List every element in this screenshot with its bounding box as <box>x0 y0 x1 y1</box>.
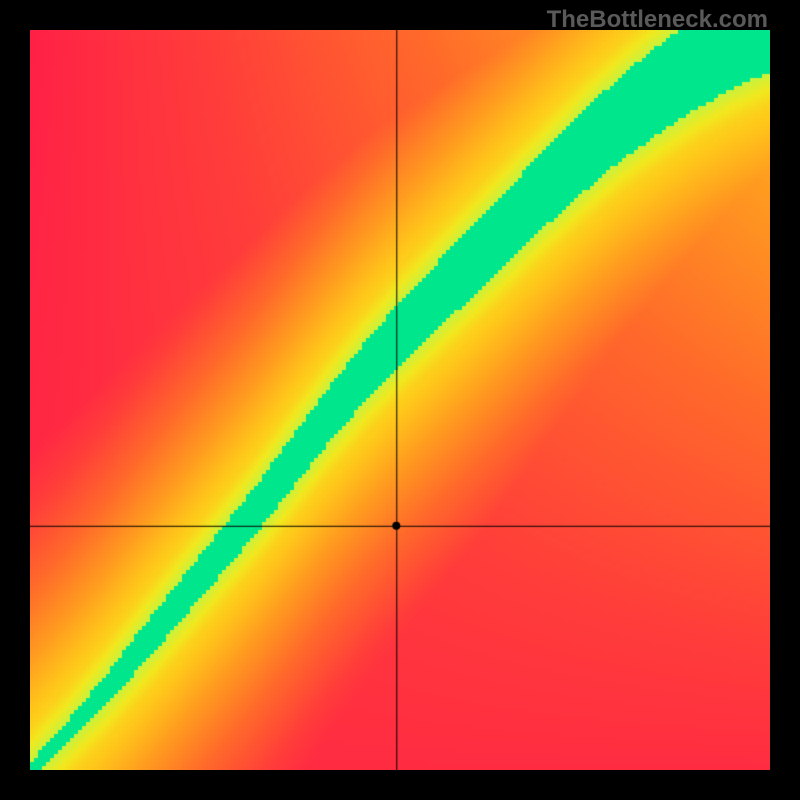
heatmap-canvas <box>30 30 770 770</box>
chart-container: TheBottleneck.com <box>0 0 800 800</box>
watermark-text: TheBottleneck.com <box>547 6 768 34</box>
